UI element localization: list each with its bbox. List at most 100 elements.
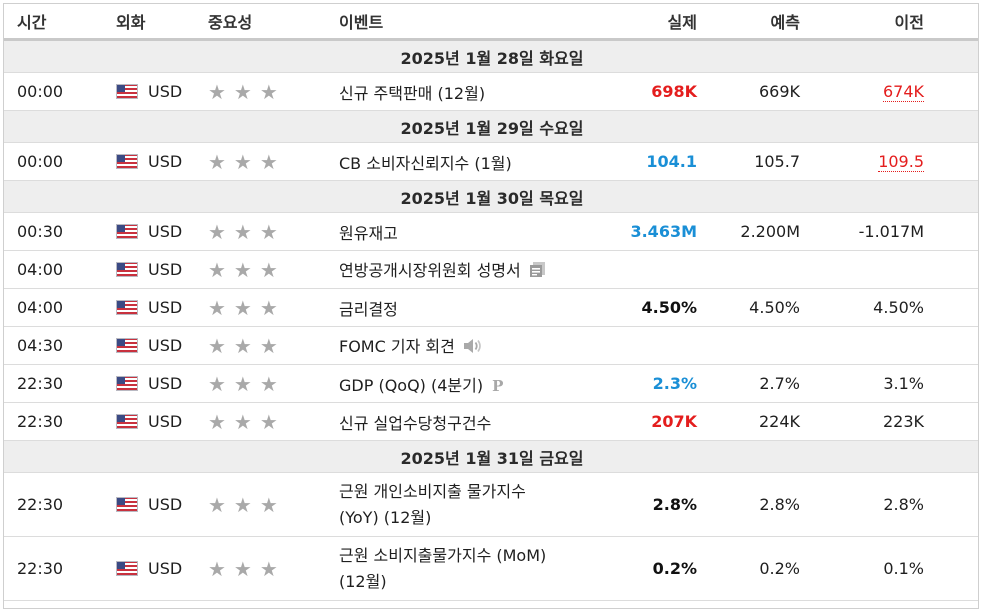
event-currency: USD bbox=[104, 250, 204, 289]
previous-value bbox=[801, 326, 978, 365]
event-name[interactable]: 원유재고 bbox=[339, 223, 398, 243]
event-currency: USD bbox=[104, 288, 204, 327]
star-rating: ★★★ bbox=[208, 409, 286, 434]
actual-value: 698K bbox=[607, 72, 700, 111]
event-name-cell[interactable]: FOMC 기자 회견 bbox=[336, 326, 607, 365]
event-name-line[interactable]: 근원 소비지출물가지수 (MoM) bbox=[339, 545, 547, 565]
importance-stars: ★★★ bbox=[204, 142, 336, 181]
actual-value-text: 0.2% bbox=[652, 559, 697, 578]
actual-value-text: 3.463M bbox=[630, 222, 697, 241]
document-icon[interactable] bbox=[529, 261, 547, 282]
previous-value-text: 0.1% bbox=[883, 559, 924, 578]
event-name-cell[interactable]: 신규 실업수당청구건수 bbox=[336, 402, 607, 441]
date-separator-row: 2025년 1월 31일 금요일 bbox=[4, 440, 978, 473]
star-rating: ★★★ bbox=[208, 492, 286, 517]
actual-value-text: 4.50% bbox=[641, 298, 697, 317]
actual-value: 2.3% bbox=[607, 364, 700, 403]
event-row[interactable]: 22:30 USD ★★★ 신규 실업수당청구건수 207K 224K 223K bbox=[4, 402, 978, 441]
event-name-cell[interactable]: 근원 개인소비지출 물가지수 (YoY) (12월) bbox=[336, 472, 607, 537]
event-time: 22:30 bbox=[4, 402, 104, 441]
event-row[interactable]: 04:00 USD ★★★ 연방공개시장위원회 성명서 bbox=[4, 250, 978, 289]
previous-value: 2.8% bbox=[801, 472, 978, 537]
event-name-cell[interactable]: 원유재고 bbox=[336, 212, 607, 251]
event-name-cell[interactable]: 금리결정 bbox=[336, 288, 607, 327]
event-name[interactable]: 신규 주택판매 (12월) bbox=[339, 83, 486, 103]
us-flag-icon bbox=[116, 262, 138, 277]
importance-stars: ★★★ bbox=[204, 212, 336, 251]
event-row[interactable]: 00:00 USD ★★★ 신규 주택판매 (12월) 698K 669K 674K bbox=[4, 72, 978, 111]
actual-value-text: 104.1 bbox=[646, 152, 697, 171]
event-name[interactable]: GDP (QoQ) (4분기) bbox=[339, 375, 484, 395]
actual-value-text: 698K bbox=[651, 82, 697, 101]
event-row[interactable]: 00:00 USD ★★★ CB 소비자신뢰지수 (1월) 104.1 105.7 109.… bbox=[4, 142, 978, 181]
previous-value: 0.1% bbox=[801, 536, 978, 601]
event-name[interactable]: 연방공개시장위원회 성명서 bbox=[339, 261, 521, 280]
us-flag-icon bbox=[116, 300, 138, 315]
event-row[interactable]: 04:00 USD ★★★ 금리결정 4.50% 4.50% 4.50% bbox=[4, 288, 978, 327]
header-time: 시간 bbox=[4, 4, 104, 41]
event-name-cell[interactable]: CB 소비자신뢰지수 (1월) bbox=[336, 142, 607, 181]
event-row[interactable]: 04:30 USD ★★★ FOMC 기자 회견 bbox=[4, 326, 978, 365]
actual-value-text: 207K bbox=[651, 412, 697, 431]
forecast-value: 2.7% bbox=[700, 364, 801, 403]
event-time: 22:30 bbox=[4, 472, 104, 537]
importance-stars: ★★★ bbox=[204, 402, 336, 441]
forecast-value: 105.7 bbox=[700, 142, 801, 181]
event-name-line[interactable]: (12월) bbox=[339, 571, 387, 591]
event-name-line[interactable]: 근원 개인소비지출 물가지수 bbox=[339, 481, 526, 501]
forecast-value: 0.2% bbox=[700, 536, 801, 601]
star-rating: ★★★ bbox=[208, 219, 286, 244]
us-flag-icon bbox=[116, 414, 138, 429]
currency-code: USD bbox=[148, 298, 183, 317]
previous-value-text: 4.50% bbox=[873, 298, 924, 317]
previous-value: 223K bbox=[801, 402, 978, 441]
currency-code: USD bbox=[148, 222, 183, 241]
event-row[interactable]: 22:30 USD ★★★ GDP (QoQ) (4분기) P 2.3% 2.7% 3.1% bbox=[4, 364, 978, 403]
event-name-cell[interactable]: GDP (QoQ) (4분기) P bbox=[336, 364, 607, 403]
previous-value-text[interactable]: 674K bbox=[882, 82, 924, 102]
event-name[interactable]: 금리결정 bbox=[339, 299, 398, 319]
event-name-cell[interactable]: 연방공개시장위원회 성명서 bbox=[336, 250, 607, 289]
star-rating: ★★★ bbox=[208, 149, 286, 174]
event-time: 00:30 bbox=[4, 212, 104, 251]
previous-value: 674K bbox=[801, 72, 978, 111]
actual-value: 207K bbox=[607, 402, 700, 441]
header-event: 이벤트 bbox=[336, 4, 607, 41]
previous-value: 4.50% bbox=[801, 288, 978, 327]
header-row: 시간 외화 중요성 이벤트 실제 예측 이전 bbox=[4, 4, 978, 41]
date-label: 2025년 1월 28일 화요일 bbox=[4, 39, 978, 73]
header-actual: 실제 bbox=[607, 4, 700, 41]
header-previous: 이전 bbox=[801, 4, 978, 41]
date-separator-row: 2025년 1월 29일 수요일 bbox=[4, 110, 978, 143]
currency-code: USD bbox=[148, 82, 183, 101]
speaker-icon[interactable] bbox=[463, 338, 483, 358]
event-row[interactable]: 22:30 USD ★★★ 근원 개인소비지출 물가지수 (YoY) (12월) 2.8%… bbox=[4, 472, 978, 537]
event-name[interactable]: 신규 실업수당청구건수 bbox=[339, 413, 492, 433]
event-row[interactable]: 00:30 USD ★★★ 원유재고 3.463M 2.200M -1.017M bbox=[4, 212, 978, 251]
currency-code: USD bbox=[148, 152, 183, 171]
us-flag-icon bbox=[116, 376, 138, 391]
previous-value-text: 223K bbox=[882, 412, 924, 431]
forecast-value: 224K bbox=[700, 402, 801, 441]
event-name[interactable]: CB 소비자신뢰지수 (1월) bbox=[339, 153, 512, 173]
importance-stars: ★★★ bbox=[204, 326, 336, 365]
event-currency: USD bbox=[104, 402, 204, 441]
event-name-cell[interactable]: 신규 주택판매 (12월) bbox=[336, 72, 607, 111]
actual-value bbox=[607, 250, 700, 289]
us-flag-icon bbox=[116, 224, 138, 239]
star-rating: ★★★ bbox=[208, 371, 286, 396]
importance-stars: ★★★ bbox=[204, 288, 336, 327]
event-row[interactable]: 22:30 USD ★★★ 근원 소비지출물가지수 (MoM) (12월) 0.2% 0.2… bbox=[4, 536, 978, 601]
previous-value bbox=[801, 250, 978, 289]
event-name[interactable]: FOMC 기자 회견 bbox=[339, 337, 455, 356]
calendar-table: 시간 외화 중요성 이벤트 실제 예측 이전 2025년 1월 28일 화요일 0… bbox=[4, 4, 978, 601]
us-flag-icon bbox=[116, 561, 138, 576]
previous-value-text[interactable]: 109.5 bbox=[878, 152, 924, 172]
event-name-line[interactable]: (YoY) (12월) bbox=[339, 507, 432, 527]
event-name-cell[interactable]: 근원 소비지출물가지수 (MoM) (12월) bbox=[336, 536, 607, 601]
previous-value-text: 3.1% bbox=[883, 374, 924, 393]
actual-value-text: 2.3% bbox=[652, 374, 697, 393]
date-separator-row: 2025년 1월 28일 화요일 bbox=[4, 39, 978, 73]
currency-code: USD bbox=[148, 495, 183, 514]
currency-code: USD bbox=[148, 336, 183, 355]
